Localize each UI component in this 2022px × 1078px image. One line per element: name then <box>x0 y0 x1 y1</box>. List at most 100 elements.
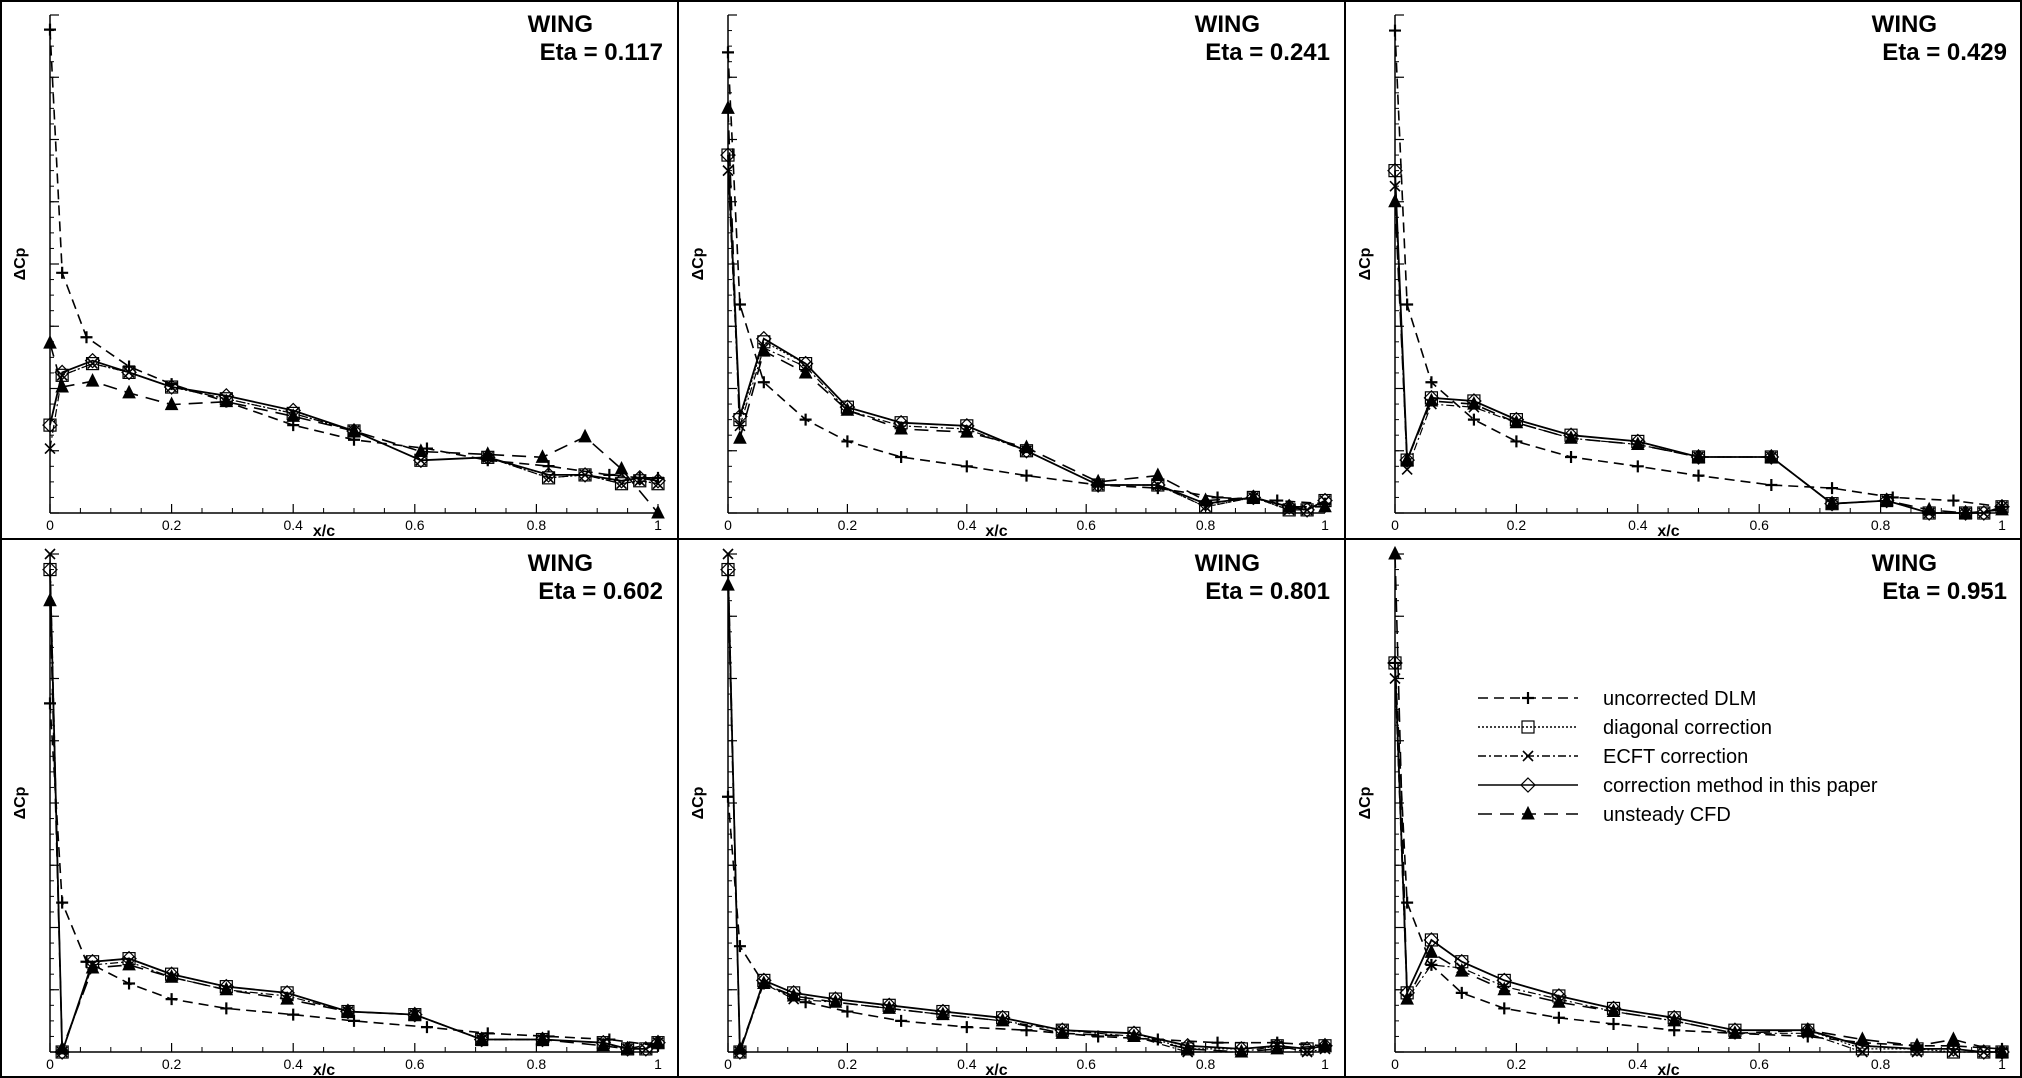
series-line-diagonal-correction <box>49 569 659 1053</box>
x-tick-label: 0.4 <box>283 517 303 533</box>
data-point-diamond <box>54 1044 71 1060</box>
data-point-diamond <box>42 561 58 578</box>
x-axis-label: x/c <box>1657 1062 1679 1078</box>
x-tick-label: 0.6 <box>405 1056 425 1072</box>
legend-label: unsteady CFD <box>1603 804 1731 826</box>
data-point-triangle <box>55 1040 69 1055</box>
series-line-unsteady-cfd <box>727 585 1326 1053</box>
panel-title: WING <box>528 11 593 38</box>
data-point-plus <box>1552 1011 1565 1024</box>
data-point-diamond <box>1245 489 1262 506</box>
data-point-diamond <box>1317 1037 1333 1054</box>
x-tick-label: 1 <box>1321 1056 1329 1072</box>
data-point-triangle <box>219 393 234 408</box>
data-point-triangle <box>1691 448 1706 463</box>
data-point-triangle <box>651 1034 665 1049</box>
data-point-plus <box>1020 469 1033 482</box>
x-tick-label: 1 <box>1998 1056 2006 1072</box>
data-point-triangle <box>1282 498 1296 513</box>
data-point-triangle <box>407 1006 422 1021</box>
data-point-plus <box>1947 494 1960 507</box>
x-tick-label: 1 <box>654 1056 662 1072</box>
data-point-diamond <box>84 352 101 369</box>
data-point-triangle <box>1055 1025 1070 1039</box>
data-point-triangle <box>578 428 592 443</box>
data-point-diamond <box>1690 449 1707 465</box>
data-point-square <box>43 418 57 432</box>
x-axis-label: x/c <box>985 1062 1007 1078</box>
x-tick-label: 0.4 <box>1628 1056 1648 1072</box>
x-tick-label: 0 <box>1391 517 1399 533</box>
data-point-triangle <box>882 1000 896 1014</box>
data-point-triangle <box>1180 1040 1195 1055</box>
data-point-triangle <box>122 956 136 971</box>
x-tick-label: 0.4 <box>957 1056 977 1072</box>
data-point-triangle <box>596 1037 611 1052</box>
legend-marker-triangle <box>1521 805 1535 820</box>
data-point-triangle <box>786 987 801 1002</box>
data-point-diamond <box>1197 495 1214 512</box>
x-tick-label: 0.8 <box>1871 517 1891 533</box>
series-line-correction-method-in-this-paper <box>49 569 659 1053</box>
data-point-triangle <box>620 1040 635 1055</box>
data-point-x <box>1425 959 1437 971</box>
x-tick-label: 0.2 <box>838 517 858 533</box>
x-tick-label: 0.8 <box>527 1056 547 1072</box>
data-point-plus <box>80 331 93 344</box>
series-line-unsteady-cfd <box>49 600 659 1050</box>
legend: uncorrected DLM diagonal correction ECFT c… <box>1478 688 1878 826</box>
series-line-unsteady-cfd <box>49 342 659 514</box>
x-tick-label: 0.8 <box>1196 1056 1216 1072</box>
data-point-plus <box>960 1021 973 1034</box>
legend-marker-x <box>1522 750 1534 762</box>
data-point-plus <box>1510 435 1523 448</box>
data-point-plus <box>1401 298 1414 311</box>
data-point-triangle <box>733 1040 747 1055</box>
data-point-diamond <box>1281 498 1298 515</box>
data-point-plus <box>722 46 734 59</box>
panel-subtitle: Eta = 0.429 <box>1882 39 2007 66</box>
data-point-triangle <box>1400 990 1414 1005</box>
data-point-square <box>165 380 179 394</box>
panel-subtitle: Eta = 0.117 <box>540 39 663 66</box>
x-tick-label: 0 <box>46 517 54 533</box>
data-point-triangle <box>1388 545 1402 560</box>
data-point-triangle <box>798 364 813 379</box>
data-point-square <box>122 365 136 379</box>
x-tick-label: 0.6 <box>1076 1056 1096 1072</box>
x-tick-label: 0.2 <box>1507 517 1527 533</box>
data-point-triangle <box>1825 495 1839 510</box>
data-point-triangle <box>995 1012 1010 1027</box>
data-point-diamond <box>650 1034 666 1051</box>
x-tick-label: 0.2 <box>1507 1056 1527 1072</box>
data-point-plus <box>420 1021 433 1034</box>
series-line-ecft-correction <box>49 553 659 1053</box>
data-point-triangle <box>828 994 843 1008</box>
data-point-plus <box>56 266 69 279</box>
data-point-triangle <box>1424 944 1439 958</box>
data-point-triangle <box>219 981 234 996</box>
data-point-plus <box>1565 450 1578 463</box>
x-tick-label: 0.8 <box>527 517 547 533</box>
data-point-triangle <box>1151 467 1165 482</box>
data-point-triangle <box>1958 504 1973 519</box>
panel-title: WING <box>528 550 593 577</box>
data-point-diamond <box>1018 442 1035 459</box>
data-point-triangle <box>1497 981 1512 996</box>
series-line-uncorrected-dlm <box>1394 30 2003 508</box>
data-point-triangle <box>1667 1012 1682 1027</box>
data-point-diamond <box>42 417 58 433</box>
data-point-diamond <box>732 1044 748 1060</box>
data-point-triangle <box>733 430 747 444</box>
data-point-triangle <box>280 990 294 1005</box>
data-point-triangle <box>1995 501 2009 516</box>
y-axis-label: ΔCp <box>1357 247 1374 280</box>
data-point-triangle <box>1388 193 1402 208</box>
x-tick-label: 0.2 <box>162 517 182 533</box>
data-point-plus <box>841 1005 854 1018</box>
